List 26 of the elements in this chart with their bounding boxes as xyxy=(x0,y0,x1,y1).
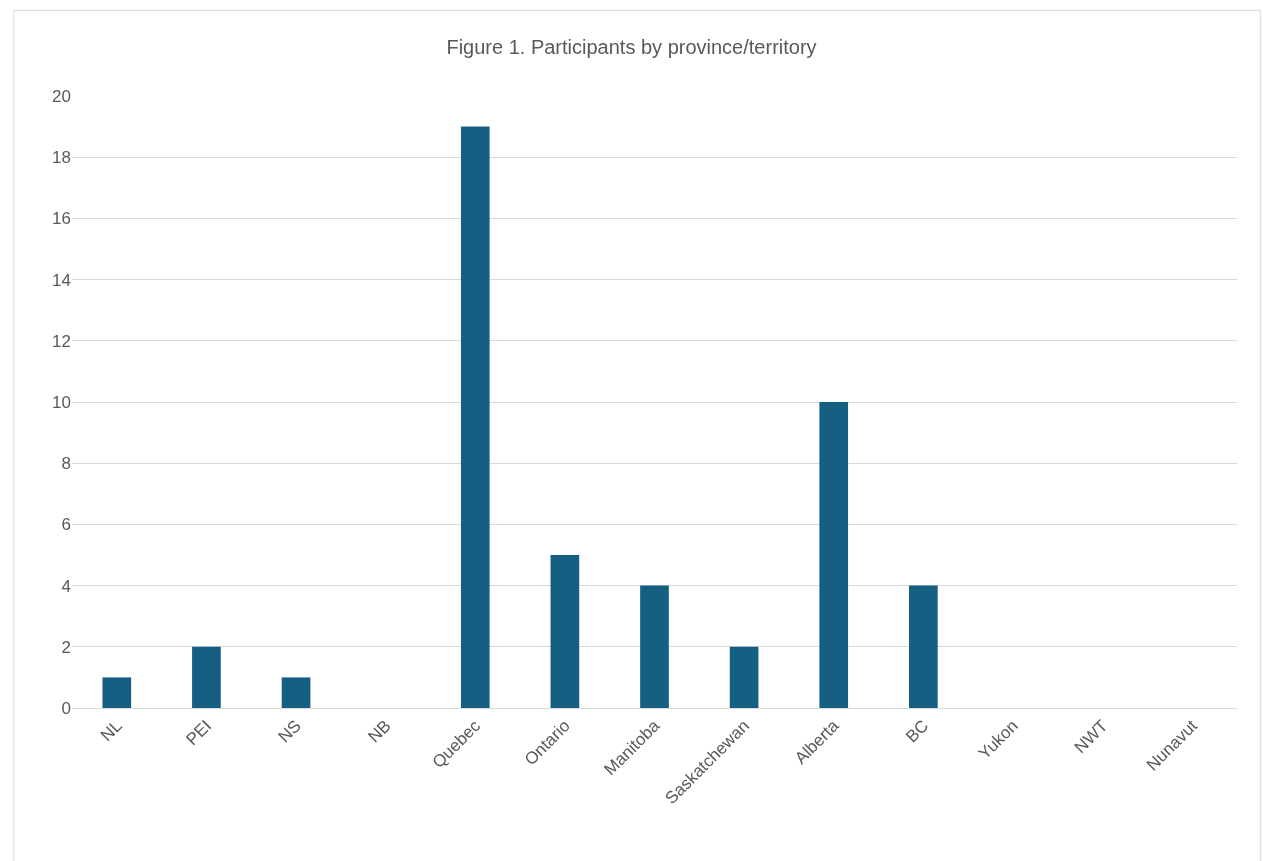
bar xyxy=(460,126,490,708)
y-tick-label: 0 xyxy=(61,698,71,718)
x-tick-label: NS xyxy=(274,716,305,747)
y-tick-label: 4 xyxy=(61,576,71,596)
bar xyxy=(819,402,849,708)
bar xyxy=(102,677,132,708)
x-tick-label: BC xyxy=(902,716,933,747)
y-tick-label: 10 xyxy=(52,392,71,412)
y-tick-label: 12 xyxy=(52,331,71,351)
x-tick-label: NB xyxy=(364,716,395,747)
bar xyxy=(192,646,221,708)
bar xyxy=(281,677,311,708)
bar xyxy=(550,555,580,708)
bar xyxy=(729,646,759,708)
y-tick-label: 20 xyxy=(52,86,71,106)
chart-title: Figure 1. Participants by province/territory xyxy=(446,36,817,59)
y-tick-label: 16 xyxy=(52,209,71,229)
bar xyxy=(640,585,669,708)
x-tick-label: PEI xyxy=(182,716,216,750)
y-tick-label: 6 xyxy=(61,515,71,535)
x-tick-label: NL xyxy=(96,716,126,746)
y-tick-label: 8 xyxy=(61,454,71,474)
y-tick-label: 14 xyxy=(52,270,71,290)
y-tick-label: 18 xyxy=(52,148,71,168)
y-tick-label: 2 xyxy=(61,637,71,657)
bar xyxy=(909,585,938,708)
